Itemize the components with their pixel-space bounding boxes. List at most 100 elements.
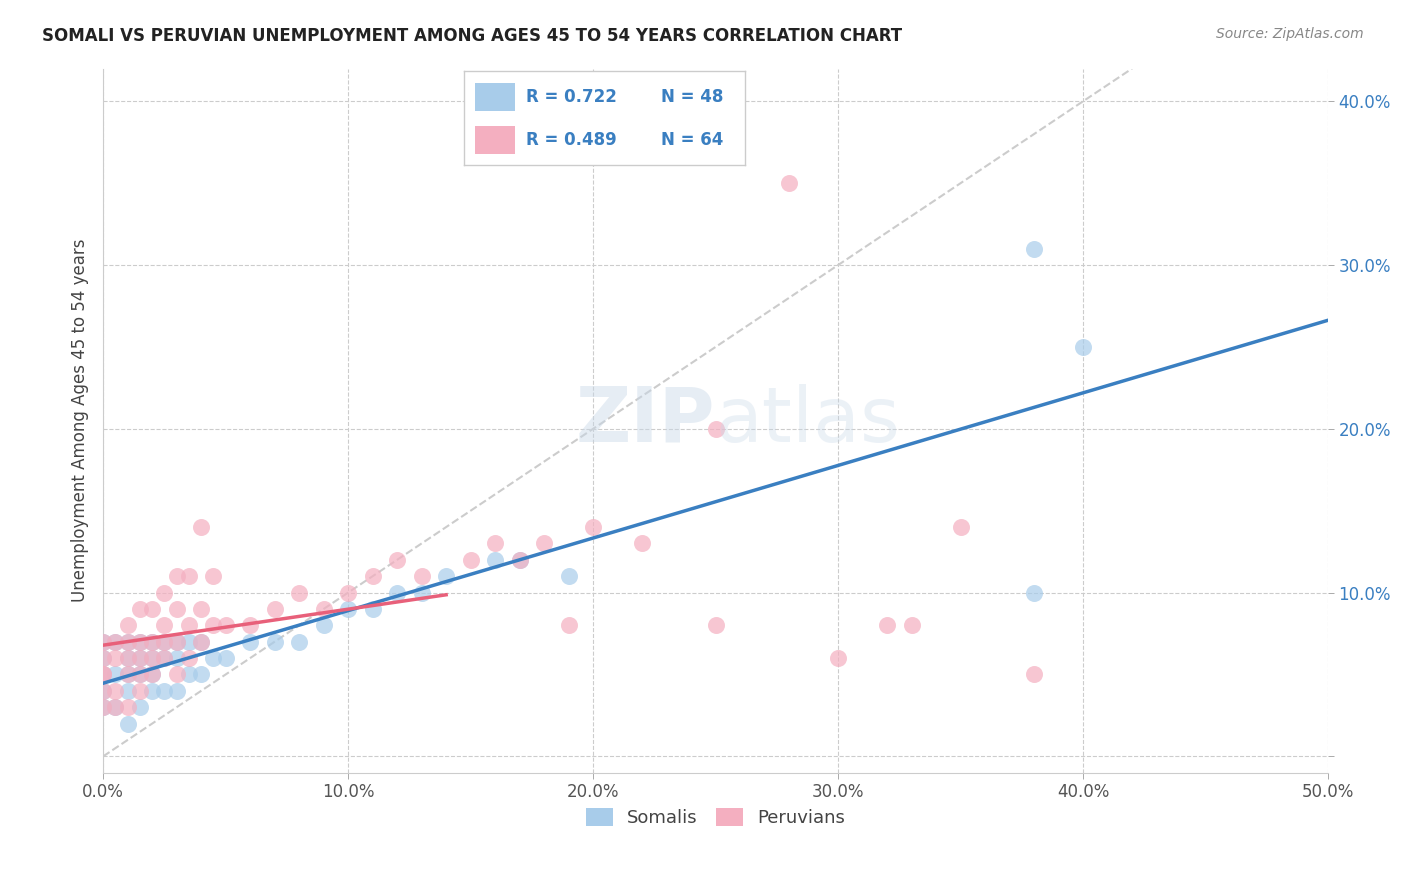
Point bbox=[117, 634, 139, 648]
Point bbox=[104, 700, 127, 714]
Point bbox=[1022, 667, 1045, 681]
Point bbox=[128, 651, 150, 665]
Point bbox=[582, 520, 605, 534]
Point bbox=[91, 667, 114, 681]
Point bbox=[104, 667, 127, 681]
Point bbox=[117, 651, 139, 665]
Point bbox=[153, 651, 176, 665]
Point bbox=[484, 536, 506, 550]
Point bbox=[202, 651, 225, 665]
Point bbox=[153, 585, 176, 599]
Text: N = 48: N = 48 bbox=[661, 87, 723, 105]
Point bbox=[153, 651, 176, 665]
Point bbox=[91, 667, 114, 681]
Point bbox=[337, 585, 360, 599]
Point bbox=[104, 700, 127, 714]
Point bbox=[778, 176, 800, 190]
Point bbox=[128, 684, 150, 698]
Point bbox=[117, 618, 139, 632]
Point bbox=[141, 667, 163, 681]
Point bbox=[141, 667, 163, 681]
Point bbox=[190, 634, 212, 648]
Point bbox=[128, 667, 150, 681]
Point bbox=[385, 585, 408, 599]
Text: R = 0.489: R = 0.489 bbox=[526, 131, 617, 149]
Point bbox=[104, 634, 127, 648]
Point bbox=[166, 602, 188, 616]
Text: R = 0.722: R = 0.722 bbox=[526, 87, 617, 105]
Point bbox=[177, 667, 200, 681]
Point bbox=[1022, 585, 1045, 599]
Point bbox=[312, 618, 335, 632]
Point bbox=[91, 634, 114, 648]
Text: N = 64: N = 64 bbox=[661, 131, 723, 149]
Point bbox=[202, 569, 225, 583]
Point bbox=[177, 618, 200, 632]
Point bbox=[91, 651, 114, 665]
Point bbox=[190, 667, 212, 681]
Point bbox=[337, 602, 360, 616]
Point bbox=[128, 602, 150, 616]
Point bbox=[104, 684, 127, 698]
Point bbox=[177, 634, 200, 648]
Point bbox=[631, 536, 654, 550]
Point bbox=[141, 651, 163, 665]
Point bbox=[128, 634, 150, 648]
Point bbox=[1071, 340, 1094, 354]
Point bbox=[141, 634, 163, 648]
Point bbox=[704, 422, 727, 436]
Bar bbox=[475, 83, 515, 111]
Point bbox=[166, 569, 188, 583]
Text: atlas: atlas bbox=[716, 384, 900, 458]
Point bbox=[361, 569, 384, 583]
Point bbox=[117, 700, 139, 714]
Point bbox=[361, 602, 384, 616]
Point bbox=[91, 684, 114, 698]
Text: ZIP: ZIP bbox=[576, 384, 716, 458]
Point bbox=[411, 585, 433, 599]
Point bbox=[166, 667, 188, 681]
Point bbox=[557, 569, 579, 583]
Point bbox=[141, 602, 163, 616]
Point bbox=[117, 651, 139, 665]
Point bbox=[190, 634, 212, 648]
Point bbox=[117, 634, 139, 648]
Point bbox=[91, 634, 114, 648]
Point bbox=[533, 536, 555, 550]
Point bbox=[141, 634, 163, 648]
Point bbox=[1022, 242, 1045, 256]
Point bbox=[91, 700, 114, 714]
Point bbox=[91, 651, 114, 665]
Point bbox=[949, 520, 972, 534]
Point bbox=[214, 651, 236, 665]
Point bbox=[177, 651, 200, 665]
Point bbox=[153, 634, 176, 648]
Point bbox=[91, 700, 114, 714]
Point bbox=[91, 667, 114, 681]
Point bbox=[153, 634, 176, 648]
Point bbox=[827, 651, 849, 665]
Point bbox=[288, 585, 311, 599]
Legend: Somalis, Peruvians: Somalis, Peruvians bbox=[579, 800, 852, 834]
Text: SOMALI VS PERUVIAN UNEMPLOYMENT AMONG AGES 45 TO 54 YEARS CORRELATION CHART: SOMALI VS PERUVIAN UNEMPLOYMENT AMONG AG… bbox=[42, 27, 903, 45]
Point bbox=[128, 651, 150, 665]
Point bbox=[900, 618, 922, 632]
Point bbox=[460, 553, 482, 567]
Point bbox=[263, 634, 285, 648]
Point bbox=[704, 618, 727, 632]
Point bbox=[509, 553, 531, 567]
Point bbox=[263, 602, 285, 616]
Point bbox=[190, 602, 212, 616]
Point bbox=[128, 634, 150, 648]
Point bbox=[876, 618, 898, 632]
Point bbox=[104, 634, 127, 648]
Point bbox=[153, 618, 176, 632]
Point bbox=[385, 553, 408, 567]
Point bbox=[239, 634, 262, 648]
Point bbox=[91, 684, 114, 698]
Point bbox=[104, 651, 127, 665]
Point bbox=[153, 684, 176, 698]
Point bbox=[411, 569, 433, 583]
Point bbox=[117, 716, 139, 731]
Point bbox=[239, 618, 262, 632]
